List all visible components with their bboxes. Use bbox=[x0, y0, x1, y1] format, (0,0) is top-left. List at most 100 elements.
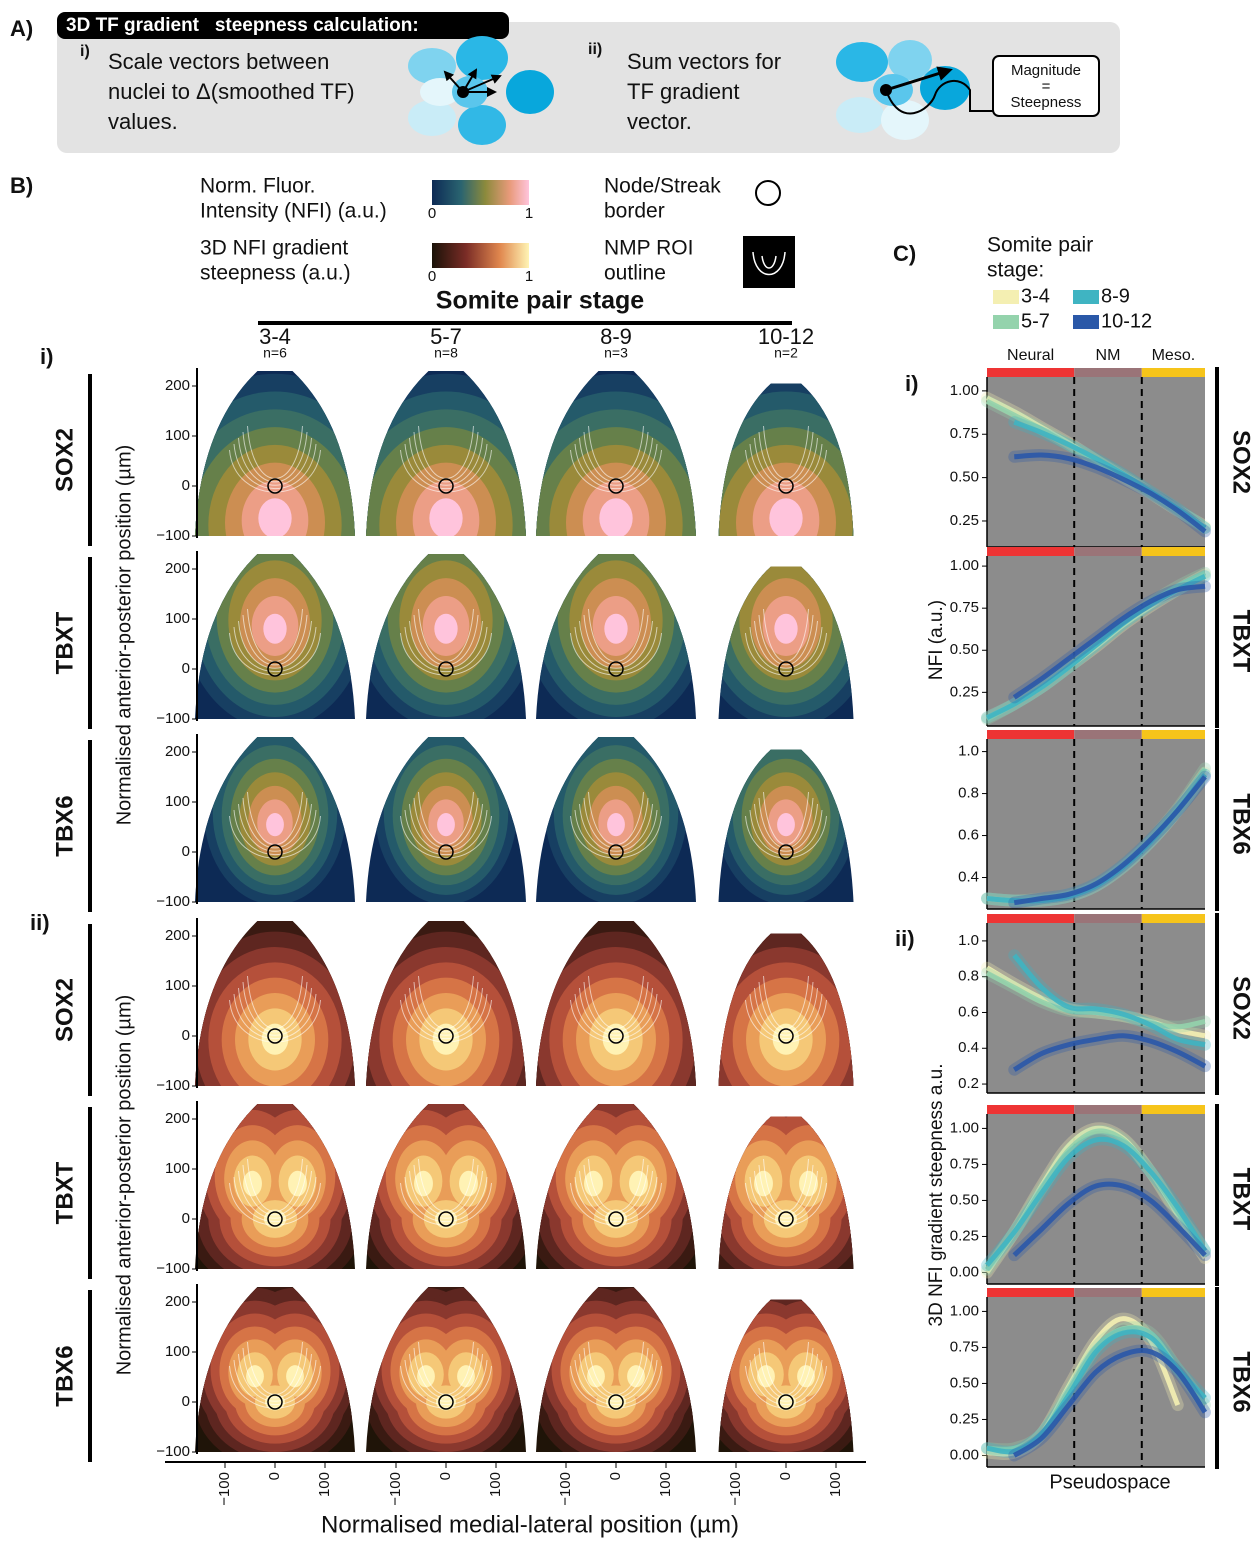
contour bbox=[263, 613, 287, 644]
contour bbox=[607, 812, 625, 837]
region-bar bbox=[1141, 730, 1205, 739]
node-border bbox=[438, 844, 454, 860]
y-tick-label: 100 bbox=[165, 610, 190, 627]
region-bar bbox=[987, 730, 1075, 739]
roi-outline bbox=[229, 815, 321, 859]
region-bar bbox=[1141, 1105, 1205, 1114]
x-tick-label: −100 bbox=[727, 1472, 744, 1506]
heatmap bbox=[366, 1104, 526, 1269]
x-tick-label: −100 bbox=[387, 1472, 404, 1506]
y-tick-label: 200 bbox=[165, 1293, 190, 1310]
roi-outline bbox=[229, 1182, 321, 1226]
section-label: i) bbox=[905, 371, 918, 396]
step-text: TF gradient bbox=[627, 79, 740, 104]
y-tick-label: 0.50 bbox=[950, 641, 979, 658]
roi-outline bbox=[404, 993, 488, 1040]
legend-text: 3D NFI gradient bbox=[200, 237, 348, 260]
node-border bbox=[438, 661, 454, 677]
roi-outline bbox=[583, 431, 649, 483]
y-tick-label: 0.50 bbox=[950, 1191, 979, 1208]
roi-outline bbox=[238, 803, 312, 852]
roi-outline bbox=[574, 1359, 658, 1406]
box-text: Magnitude bbox=[1011, 62, 1081, 79]
node-border bbox=[267, 1211, 283, 1227]
roi-outline bbox=[583, 797, 649, 849]
step-text: Scale vectors between bbox=[108, 49, 329, 74]
y-tick-label: 1.00 bbox=[950, 1302, 979, 1319]
title-box bbox=[57, 12, 509, 39]
y-tick-label: 0 bbox=[182, 843, 190, 860]
node-border bbox=[778, 844, 794, 860]
legend-label: 8-9 bbox=[1101, 285, 1130, 307]
roi-outline bbox=[749, 626, 823, 673]
stage-label: 8-9 bbox=[600, 324, 632, 349]
node-border bbox=[438, 1211, 454, 1227]
y-tick-label: 200 bbox=[165, 560, 190, 577]
y-tick-label: 1.00 bbox=[950, 382, 979, 399]
region-bar bbox=[1141, 914, 1205, 923]
roi-outline bbox=[238, 1170, 312, 1219]
node-border bbox=[778, 1028, 794, 1044]
roi-outline bbox=[233, 809, 317, 856]
roi-outline bbox=[745, 1365, 827, 1409]
node-border bbox=[608, 661, 624, 677]
roi-outline bbox=[758, 1347, 814, 1399]
stage-label: 10-12 bbox=[758, 324, 814, 349]
y-tick-label: 0.8 bbox=[958, 785, 979, 802]
box-text: = bbox=[1042, 78, 1051, 95]
roi-outline bbox=[238, 1353, 312, 1402]
gene-label: TBX6 bbox=[51, 795, 78, 856]
y-tick-label: 1.00 bbox=[950, 557, 979, 574]
panel-a-title: 3D TF gradient steepness calculation: bbox=[66, 15, 419, 36]
roi-outline bbox=[409, 1353, 483, 1402]
y-tick-label: 200 bbox=[165, 743, 190, 760]
contour bbox=[757, 1365, 775, 1388]
contour bbox=[754, 1170, 773, 1197]
roi-outline bbox=[229, 1365, 321, 1409]
legend-swatch bbox=[1073, 290, 1099, 304]
x-tick-label: 100 bbox=[316, 1472, 333, 1497]
node-border bbox=[267, 1028, 283, 1044]
gene-label: SOX2 bbox=[1228, 430, 1255, 494]
roi-outline bbox=[574, 993, 658, 1040]
roi-outline bbox=[242, 1347, 308, 1399]
contour bbox=[437, 812, 455, 837]
roi-outline bbox=[583, 614, 649, 666]
gene-label: TBXT bbox=[1228, 610, 1255, 673]
legend-swatch bbox=[993, 290, 1019, 304]
roi-outline bbox=[229, 632, 321, 676]
heatmap bbox=[366, 737, 526, 902]
region-bar bbox=[1074, 914, 1142, 923]
contour bbox=[777, 812, 795, 837]
legend-label: 10-12 bbox=[1101, 310, 1152, 332]
y-tick-label: 0.25 bbox=[950, 683, 979, 700]
legend-text: steepness (a.u.) bbox=[200, 262, 351, 285]
roi-outline bbox=[745, 999, 827, 1043]
x-axis-label: Pseudospace bbox=[1049, 1471, 1170, 1493]
step-text: nuclei to Δ(smoothed TF) bbox=[108, 79, 355, 104]
stage-n: n=6 bbox=[263, 345, 287, 361]
y-tick-label: 0.25 bbox=[950, 1227, 979, 1244]
y-tick-label: 0.4 bbox=[958, 868, 979, 885]
y-tick-label: −100 bbox=[156, 1443, 190, 1460]
y-tick-label: −100 bbox=[156, 1077, 190, 1094]
y-tick-label: 100 bbox=[165, 427, 190, 444]
roi-outline bbox=[745, 815, 827, 859]
region-label: NM bbox=[1096, 347, 1121, 364]
y-tick-label: 200 bbox=[165, 1110, 190, 1127]
roi-outline bbox=[409, 803, 483, 852]
y-tick-label: 0.75 bbox=[950, 1155, 979, 1172]
node-border bbox=[608, 844, 624, 860]
y-tick-label: 1.00 bbox=[950, 1119, 979, 1136]
roi-outline bbox=[754, 1170, 818, 1219]
y-tick-label: 100 bbox=[165, 977, 190, 994]
contour bbox=[797, 1365, 815, 1388]
roi-outline bbox=[574, 443, 658, 490]
node-border bbox=[608, 478, 624, 494]
roi-outline bbox=[242, 981, 308, 1033]
step-label: ii) bbox=[588, 41, 602, 58]
series-line bbox=[985, 1136, 1208, 1267]
roi-outline bbox=[238, 437, 312, 486]
roi-outline bbox=[413, 981, 479, 1033]
stage-n: n=2 bbox=[774, 345, 798, 361]
